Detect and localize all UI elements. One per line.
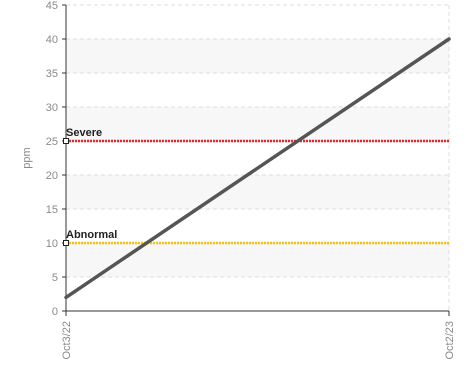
y-tick-label: 20	[46, 170, 58, 182]
grid	[65, 4, 450, 311]
plot-band	[66, 175, 449, 209]
series-lines	[64, 37, 451, 300]
y-tick-label: 15	[46, 204, 58, 216]
threshold-label: Abnormal	[66, 229, 117, 241]
y-tick-label: 40	[46, 34, 58, 46]
plot-bands	[66, 39, 449, 277]
y-tick-label: 0	[52, 306, 58, 318]
y-axis-title: ppm	[21, 147, 33, 168]
plot-band	[66, 243, 449, 277]
y-tick-label: 5	[52, 272, 58, 284]
y-axis-ticks: 0 5 10 15 20 25 30 35 40 45	[46, 0, 66, 318]
series-line	[64, 37, 451, 300]
y-tick-label: 30	[46, 102, 58, 114]
x-tick-label: Oct3/22	[61, 321, 73, 360]
y-tick-label: 45	[46, 0, 58, 12]
y-tick-label: 25	[46, 136, 58, 148]
threshold-marker	[63, 240, 69, 246]
threshold-label: Severe	[66, 127, 102, 139]
y-tick-label: 10	[46, 238, 58, 250]
y-tick-label: 35	[46, 68, 58, 80]
threshold-marker	[63, 138, 69, 144]
x-tick-label: Oct2/23	[444, 321, 456, 360]
plot-band	[66, 39, 449, 73]
threshold-lines: Severe Abnormal	[63, 127, 449, 246]
plot-band	[66, 107, 449, 141]
x-axis-ticks: Oct3/22 Oct2/23	[61, 311, 456, 360]
